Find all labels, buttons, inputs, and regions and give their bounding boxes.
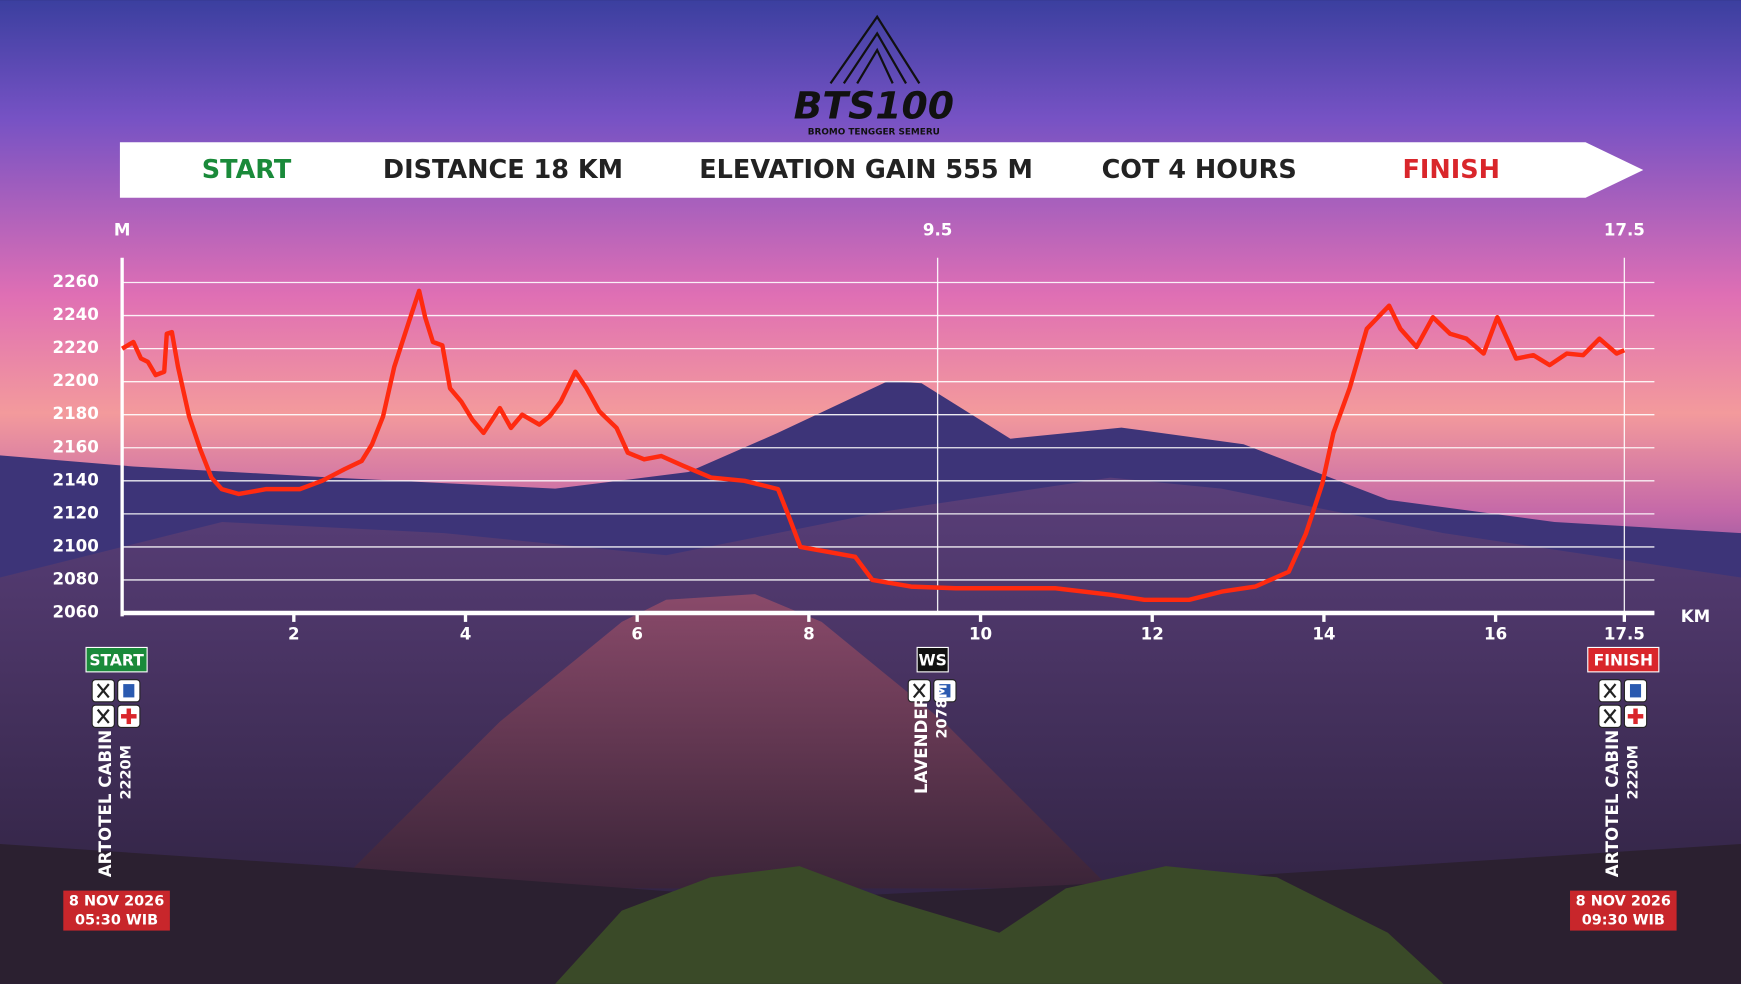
- icon-glyph: [939, 684, 951, 698]
- icon-glyph: [1603, 683, 1617, 699]
- banner-item: ELEVATION GAIN 555 M: [699, 155, 1033, 185]
- elevation-line: [121, 288, 1626, 603]
- station-time: 05:30 WIB: [75, 913, 158, 929]
- y-tick-label: 2160: [52, 437, 98, 456]
- station-time: 09:30 WIB: [1582, 913, 1665, 929]
- station-elevation: 2078M: [935, 684, 951, 739]
- station-name: ARTOTEL CABIN: [96, 730, 115, 877]
- station-badge-text: START: [89, 651, 144, 669]
- y-tick-label: 2200: [52, 371, 98, 390]
- banner: [119, 142, 1644, 198]
- plot: 2060 2080 2100 2120 2140 2160 2180 2200 2220 2240…: [52, 221, 1710, 644]
- reference-label: 17.5: [1604, 221, 1645, 240]
- station-name: LAVENDER: [912, 695, 931, 794]
- icon-glyph: [1603, 708, 1617, 724]
- reference-label: 9.5: [923, 221, 952, 240]
- station-time-box: [63, 890, 170, 931]
- station-date: 8 NOV 2026: [1576, 894, 1671, 910]
- icon-glyph: [96, 708, 110, 724]
- x-tick-label: 16: [1484, 625, 1507, 644]
- logo-title: BTS100: [794, 83, 955, 127]
- station-badge-text: WS: [919, 651, 947, 669]
- station-time-box: [1570, 890, 1677, 931]
- icon-glyph: [1629, 684, 1642, 698]
- x-tick-label: 2: [288, 625, 300, 644]
- y-tick-label: 2240: [52, 305, 98, 324]
- y-tick-label: 2260: [52, 272, 98, 291]
- y-tick-label: 2100: [52, 536, 98, 555]
- banner-item: START: [202, 155, 292, 185]
- banner-item: DISTANCE 18 KM: [383, 155, 623, 185]
- y-tick-label: 2140: [52, 470, 98, 489]
- logo: [829, 14, 921, 85]
- y-tick-label: 2120: [52, 503, 98, 522]
- x-tick-label: 14: [1312, 625, 1335, 644]
- station-elevation: 2220M: [119, 745, 135, 800]
- station-elevation: 2220M: [1625, 745, 1641, 800]
- banner-texts: START DISTANCE 18 KM ELEVATION GAIN 555 M C…: [202, 155, 1500, 185]
- icon-glyph: [121, 714, 137, 719]
- y-tick-label: 2180: [52, 404, 98, 423]
- logo-subtitle: BROMO TENGGER SEMERU: [808, 128, 940, 138]
- station-name: ARTOTEL CABIN: [1603, 730, 1622, 877]
- x-tick-label: 6: [631, 625, 643, 644]
- y-tick-label: 2080: [52, 569, 98, 588]
- banner-item: FINISH: [1402, 155, 1500, 185]
- station-badge-text: FINISH: [1594, 651, 1653, 669]
- icon-glyph: [1627, 714, 1644, 719]
- y-axis-label: M: [114, 221, 131, 240]
- x-tick-label: 8: [803, 625, 815, 644]
- icon-glyph: [96, 683, 110, 699]
- x-tick-label: 4: [460, 625, 472, 644]
- icon-glyph: [123, 684, 135, 698]
- y-tick-label: 2060: [52, 603, 98, 622]
- x-tick-label: 12: [1141, 625, 1164, 644]
- icon-glyph: [912, 683, 926, 699]
- x-tick-label: 10: [969, 625, 992, 644]
- x-axis-label: KM: [1681, 607, 1710, 626]
- station-date: 8 NOV 2026: [69, 894, 164, 910]
- x-tick-label: 17.5: [1604, 625, 1645, 644]
- station-badge: [1587, 646, 1660, 673]
- y-tick-label: 2220: [52, 338, 98, 357]
- station-badge: [85, 646, 148, 673]
- banner-item: COT 4 HOURS: [1102, 155, 1297, 185]
- station-badge: [916, 646, 949, 673]
